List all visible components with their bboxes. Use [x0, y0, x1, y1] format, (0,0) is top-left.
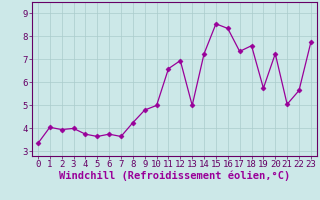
X-axis label: Windchill (Refroidissement éolien,°C): Windchill (Refroidissement éolien,°C) [59, 171, 290, 181]
